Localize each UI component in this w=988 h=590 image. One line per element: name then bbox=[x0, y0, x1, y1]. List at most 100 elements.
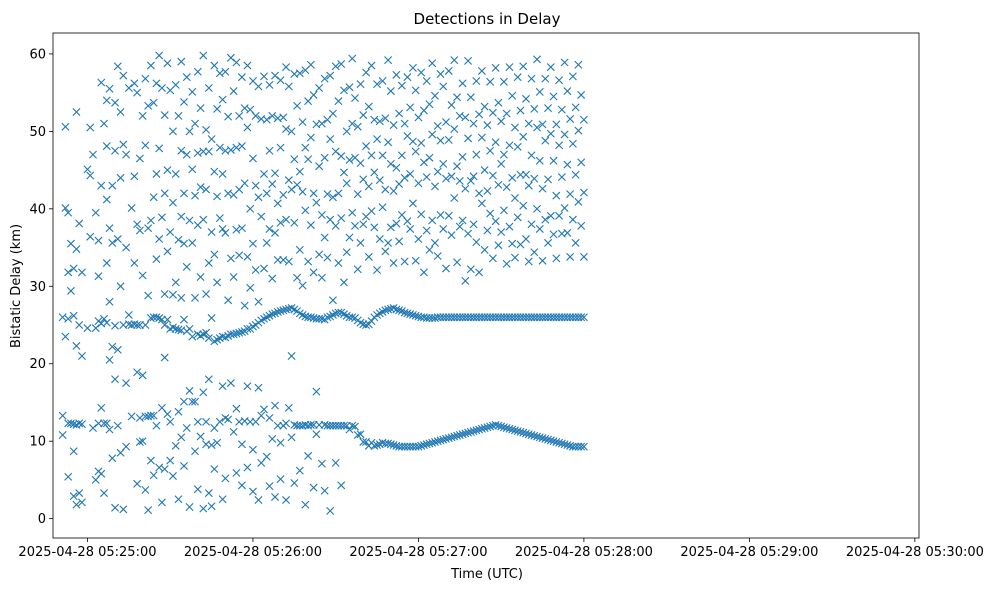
data-point bbox=[320, 233, 329, 242]
data-point bbox=[163, 166, 172, 175]
data-point bbox=[568, 139, 577, 148]
data-point bbox=[119, 505, 128, 514]
data-point bbox=[315, 162, 324, 171]
data-point bbox=[135, 413, 144, 422]
data-point bbox=[58, 411, 67, 420]
data-point bbox=[549, 156, 558, 165]
data-point bbox=[122, 379, 131, 388]
data-point bbox=[185, 503, 194, 512]
data-point bbox=[353, 430, 362, 439]
data-point bbox=[326, 506, 335, 515]
data-point bbox=[513, 427, 522, 436]
data-point bbox=[417, 138, 426, 147]
data-point bbox=[527, 430, 536, 439]
data-point bbox=[574, 60, 583, 69]
y-tick-label: 50 bbox=[29, 125, 46, 140]
data-point bbox=[105, 297, 114, 306]
data-point bbox=[430, 182, 439, 191]
data-point bbox=[395, 237, 404, 246]
data-point bbox=[226, 379, 235, 388]
data-point bbox=[232, 404, 241, 413]
data-point bbox=[351, 422, 359, 431]
data-point bbox=[414, 179, 423, 188]
data-point bbox=[232, 468, 241, 477]
data-point bbox=[337, 152, 346, 161]
data-point bbox=[185, 324, 194, 333]
data-point bbox=[240, 179, 249, 188]
x-tick-label: 2025-04-28 05:27:00 bbox=[349, 545, 487, 560]
data-point bbox=[141, 485, 150, 494]
data-point bbox=[477, 424, 486, 433]
data-point bbox=[475, 268, 484, 277]
data-point bbox=[538, 120, 547, 129]
data-point bbox=[182, 73, 191, 82]
data-point bbox=[268, 310, 277, 319]
data-point bbox=[171, 441, 180, 450]
data-point bbox=[66, 286, 75, 295]
data-point bbox=[309, 483, 318, 492]
data-point bbox=[505, 424, 514, 433]
data-point bbox=[265, 482, 274, 491]
data-point bbox=[408, 310, 417, 319]
data-point bbox=[345, 233, 354, 242]
data-point bbox=[133, 321, 142, 329]
data-point bbox=[439, 435, 448, 444]
data-point bbox=[389, 187, 398, 195]
data-point bbox=[168, 290, 177, 299]
data-point bbox=[546, 211, 555, 220]
data-point bbox=[323, 313, 332, 322]
data-point bbox=[102, 259, 111, 268]
data-point bbox=[395, 109, 404, 118]
data-point bbox=[320, 153, 329, 162]
data-point bbox=[502, 109, 511, 118]
data-point bbox=[89, 424, 97, 433]
data-point bbox=[135, 154, 144, 163]
data-point bbox=[188, 238, 197, 247]
data-point bbox=[276, 475, 285, 484]
data-point bbox=[306, 420, 315, 429]
data-point bbox=[433, 437, 442, 446]
data-point bbox=[282, 419, 291, 428]
data-point bbox=[480, 245, 489, 254]
data-point bbox=[94, 236, 103, 245]
data-point bbox=[342, 179, 351, 188]
data-point bbox=[464, 134, 473, 143]
data-point bbox=[483, 423, 492, 432]
data-point bbox=[541, 434, 550, 443]
data-point bbox=[301, 143, 310, 152]
data-point bbox=[210, 250, 219, 259]
data-point bbox=[555, 141, 564, 150]
data-point bbox=[177, 57, 186, 66]
data-point bbox=[373, 441, 382, 450]
data-point bbox=[160, 290, 169, 299]
data-point bbox=[483, 121, 492, 130]
data-point bbox=[105, 425, 114, 434]
data-point bbox=[204, 489, 213, 498]
data-point bbox=[218, 382, 227, 391]
data-point bbox=[298, 118, 307, 127]
data-point bbox=[433, 252, 442, 261]
data-point bbox=[397, 151, 406, 160]
data-point bbox=[323, 253, 332, 262]
data-point bbox=[141, 141, 150, 150]
data-point bbox=[83, 324, 92, 333]
data-point bbox=[425, 439, 434, 448]
data-point bbox=[306, 133, 315, 142]
data-point bbox=[221, 474, 230, 483]
data-point bbox=[144, 224, 153, 233]
data-point bbox=[356, 430, 365, 439]
data-point bbox=[453, 162, 462, 171]
data-point bbox=[202, 417, 211, 426]
data-point bbox=[458, 216, 467, 225]
data-point bbox=[166, 228, 175, 237]
data-point bbox=[544, 435, 553, 444]
data-point bbox=[439, 224, 448, 233]
data-point bbox=[254, 297, 263, 306]
data-point bbox=[210, 465, 219, 474]
data-point bbox=[100, 314, 109, 323]
data-point bbox=[491, 138, 500, 147]
data-point bbox=[414, 113, 423, 122]
data-point bbox=[262, 452, 271, 461]
data-point bbox=[466, 93, 475, 102]
data-point bbox=[133, 479, 142, 488]
